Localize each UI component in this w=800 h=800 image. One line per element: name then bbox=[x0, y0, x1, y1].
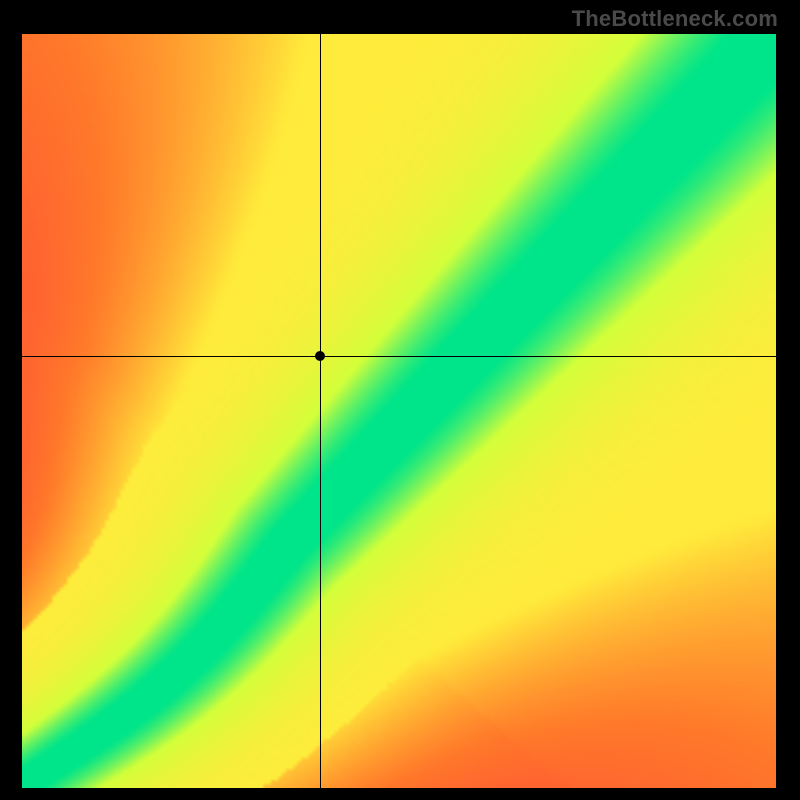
crosshair-horizontal bbox=[22, 356, 776, 357]
crosshair-vertical bbox=[320, 34, 321, 788]
heatmap-plot bbox=[22, 34, 776, 788]
crosshair-dot bbox=[315, 351, 325, 361]
attribution-text: TheBottleneck.com bbox=[572, 6, 778, 32]
chart-root: { "attribution": { "text": "TheBottlenec… bbox=[0, 0, 800, 800]
heatmap-canvas bbox=[22, 34, 776, 788]
